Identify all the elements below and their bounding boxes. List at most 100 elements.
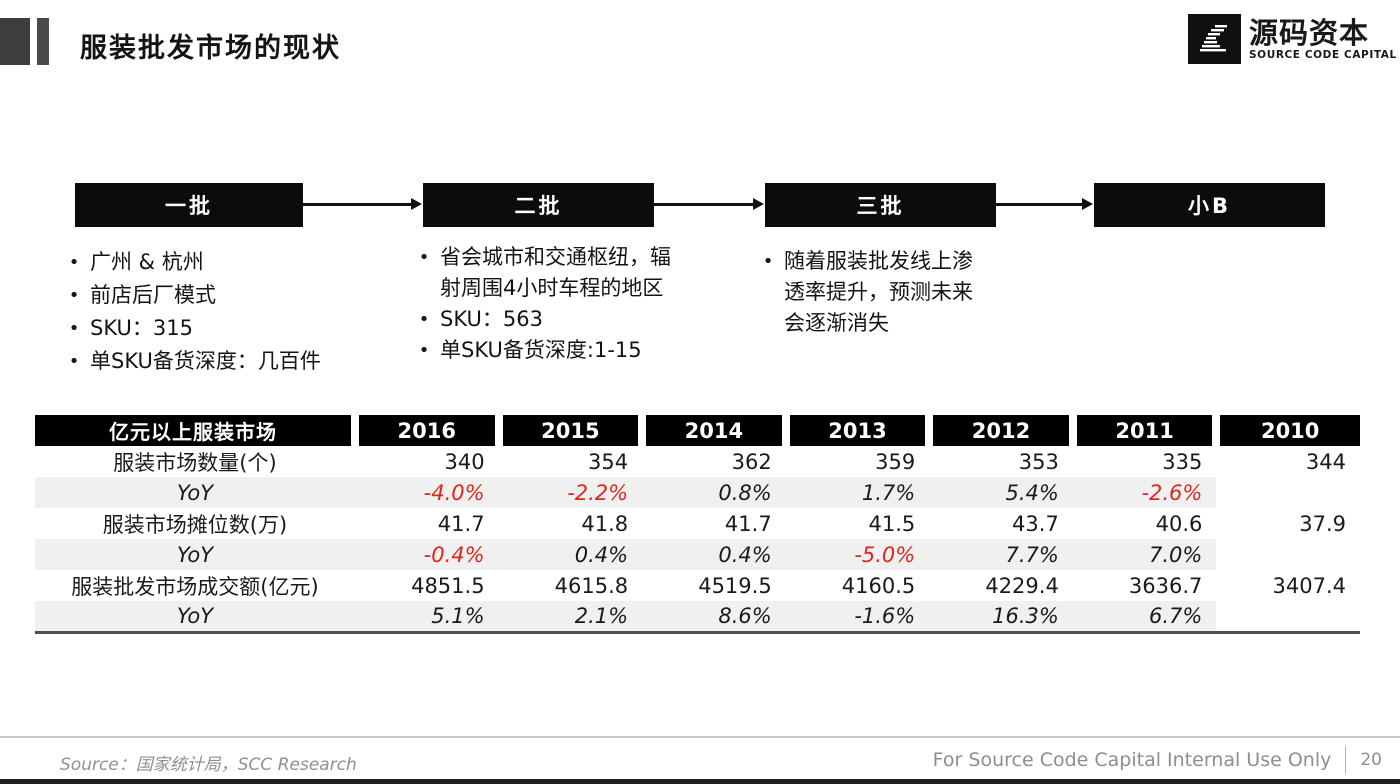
value-cell: 344 <box>1305 449 1346 474</box>
value-cell: 353 <box>1018 449 1059 474</box>
bullet-dot-icon: • <box>68 252 80 273</box>
stage-box-1: 一批 <box>75 183 303 227</box>
flow-arrow-icon <box>303 198 422 210</box>
footer-page-divider <box>1345 746 1347 774</box>
bullet-dot-icon: • <box>68 318 80 339</box>
value-cell: 41.5 <box>868 511 916 536</box>
bullet-dot-icon: • <box>68 351 80 372</box>
value-cell: -5.0% <box>785 539 930 570</box>
source-code-capital-logo: 源码资本 SOURCE CODE CAPITAL <box>1188 14 1397 64</box>
bullet-dot-icon: • <box>68 285 80 306</box>
value-cell: 16.3% <box>929 601 1073 634</box>
year-column-header: 2010 <box>1212 415 1360 446</box>
flow-arrow-icon <box>654 198 764 210</box>
flow-arrow-icon <box>996 198 1093 210</box>
table-header: 亿元以上服装市场 2016 2015 2014 2013 2012 2011 2010 <box>35 415 1360 446</box>
value-cell: 362 <box>731 449 772 474</box>
bullet-dot-icon: • <box>418 340 430 361</box>
table-title-cell: 亿元以上服装市场 <box>35 415 355 446</box>
value-cell: 7.0% <box>1072 539 1217 570</box>
value-cell: 37.9 <box>1299 511 1346 536</box>
bullet-item: • SKU：315 <box>58 312 408 345</box>
market-data-table: 亿元以上服装市场 2016 2015 2014 2013 2012 2011 2010 服装市… <box>35 415 1360 634</box>
page-number: 20 <box>1360 750 1382 770</box>
value-cell: -0.4% <box>355 539 499 570</box>
year-column-header: 2011 <box>1068 415 1217 446</box>
bullet-item: • 前店后厂模式 <box>58 279 408 312</box>
table-row: 服装批发市场成交额(亿元) 4851.5 4615.8 4519.5 4160.5 422… <box>35 570 1360 601</box>
value-cell: 0.4% <box>642 539 786 570</box>
value-cell: 7.7% <box>929 539 1073 570</box>
value-cell: -2.2% <box>498 477 643 508</box>
value-cell: 340 <box>444 449 485 474</box>
year-column-header: 2013 <box>781 415 930 446</box>
value-cell: 3636.7 <box>1128 573 1203 598</box>
value-cell <box>1216 601 1360 634</box>
stage-box-3: 三批 <box>765 183 996 227</box>
stage-1-bullets: • 广州 & 杭州 • 前店后厂模式 • SKU：315 • 单SKU备货深度：几百件 <box>58 246 408 378</box>
row-label: 服装批发市场成交额(亿元) <box>71 574 319 599</box>
value-cell: 359 <box>875 449 916 474</box>
bullet-dot-icon: • <box>418 247 430 268</box>
value-cell <box>1216 539 1360 570</box>
value-cell: -2.6% <box>1072 477 1217 508</box>
year-column-header: 2014 <box>638 415 786 446</box>
table-row: YoY -4.0% -2.2% 0.8% 1.7% 5.4% -2.6% <box>35 477 1360 508</box>
year-column-header: 2016 <box>351 415 499 446</box>
value-cell: 8.6% <box>642 601 786 634</box>
stage-box-4: 小B <box>1094 183 1325 227</box>
bullet-item: • 随着服装批发线上渗透率提升，预测未来会逐渐消失 <box>752 246 1012 339</box>
logo-text: 源码资本 SOURCE CODE CAPITAL <box>1249 17 1397 61</box>
bullet-text: 单SKU备货深度:1-15 <box>440 338 642 362</box>
row-label: YoY <box>35 477 355 508</box>
value-cell: 4519.5 <box>698 573 772 598</box>
value-cell: -4.0% <box>355 477 499 508</box>
bullet-item: • 单SKU备货深度：几百件 <box>58 345 408 378</box>
scc-logo-icon <box>1188 14 1241 64</box>
title-deco-square <box>0 18 30 65</box>
value-cell: 354 <box>588 449 629 474</box>
confidentiality-notice: For Source Code Capital Internal Use Onl… <box>932 749 1332 771</box>
bullet-text: 广州 & 杭州 <box>90 250 204 274</box>
footer-divider-line <box>0 736 1400 738</box>
value-cell: 5.1% <box>355 601 499 634</box>
row-label: YoY <box>35 539 355 570</box>
bullet-item: • 广州 & 杭州 <box>58 246 408 279</box>
year-column-header: 2012 <box>925 415 1073 446</box>
table-row: 服装市场数量(个) 340 354 362 359 353 335 344 <box>35 446 1360 477</box>
bullet-text: 省会城市和交通枢纽，辐射周围4小时车程的地区 <box>440 245 671 300</box>
bullet-text: 前店后厂模式 <box>90 283 216 307</box>
stage-2-bullets: • 省会城市和交通枢纽，辐射周围4小时车程的地区 • SKU：563 • 单SKU备货深度… <box>408 242 708 366</box>
value-cell: 6.7% <box>1072 601 1217 634</box>
value-cell <box>1216 477 1360 508</box>
bullet-dot-icon: • <box>418 309 430 330</box>
bullet-text: 单SKU备货深度：几百件 <box>90 349 321 373</box>
value-cell: 0.4% <box>498 539 643 570</box>
value-cell: 3407.4 <box>1272 573 1346 598</box>
table-row: YoY 5.1% 2.1% 8.6% -1.6% 16.3% 6.7% <box>35 601 1360 634</box>
row-label: 服装市场摊位数(万) <box>102 512 288 537</box>
value-cell: 43.7 <box>1012 511 1059 536</box>
value-cell: 41.7 <box>724 511 772 536</box>
year-column-header: 2015 <box>494 415 643 446</box>
bullet-item: • 单SKU备货深度:1-15 <box>408 335 708 366</box>
value-cell: 1.7% <box>785 477 930 508</box>
value-cell: 4615.8 <box>554 573 629 598</box>
table-row: YoY -0.4% 0.4% 0.4% -5.0% 7.7% 7.0% <box>35 539 1360 570</box>
stage-3-bullets: • 随着服装批发线上渗透率提升，预测未来会逐渐消失 <box>752 246 1012 339</box>
value-cell: 4851.5 <box>411 573 485 598</box>
value-cell: 4229.4 <box>985 573 1059 598</box>
bullet-item: • 省会城市和交通枢纽，辐射周围4小时车程的地区 <box>408 242 708 304</box>
value-cell: 0.8% <box>642 477 786 508</box>
footer-right: For Source Code Capital Internal Use Onl… <box>933 746 1382 774</box>
value-cell: 41.8 <box>581 511 629 536</box>
bullet-text: SKU：563 <box>440 307 543 331</box>
page-title: 服装批发市场的现状 <box>80 33 341 64</box>
row-label: YoY <box>35 601 355 634</box>
value-cell: 5.4% <box>929 477 1073 508</box>
bottom-edge-bar <box>0 779 1400 784</box>
bullet-dot-icon: • <box>762 251 774 272</box>
table-header-row: 亿元以上服装市场 2016 2015 2014 2013 2012 2011 2010 <box>35 415 1360 446</box>
value-cell: 40.6 <box>1155 511 1203 536</box>
